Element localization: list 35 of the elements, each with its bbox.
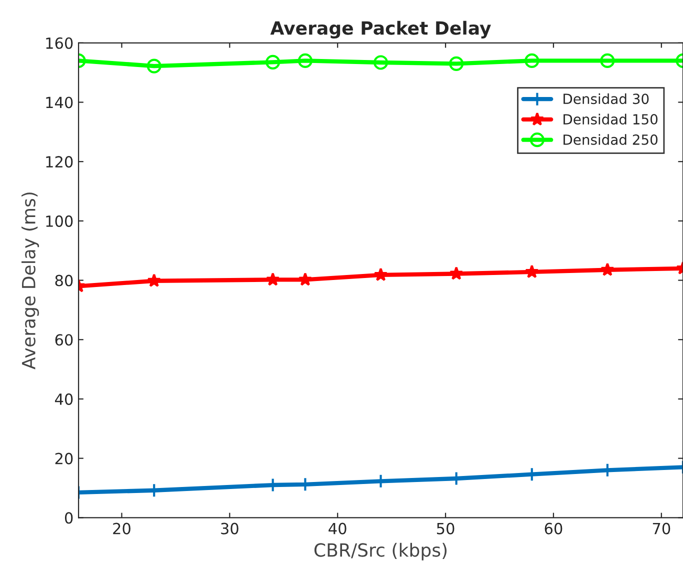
point	[524, 53, 540, 68]
y-tick-label: 160	[46, 37, 73, 49]
point	[298, 53, 313, 68]
x-tick-label: 30	[221, 522, 238, 534]
chart-title: Average Packet Delay	[270, 20, 491, 38]
point	[600, 53, 615, 68]
point	[266, 272, 280, 286]
point	[146, 58, 162, 74]
x-tick-label: 50	[436, 522, 454, 534]
x-tick-label: 20	[113, 522, 130, 534]
y-tick-label: 0	[64, 512, 73, 524]
y-tick-label: 100	[46, 215, 73, 227]
y-tick-label: 120	[46, 156, 73, 168]
point	[524, 264, 539, 278]
point	[373, 55, 388, 70]
legend-label: Densidad 30	[564, 93, 649, 104]
legend-label: Densidad 250	[564, 134, 658, 145]
y-tick-label: 80	[55, 274, 73, 286]
x-axis-title: CBR/Src (kbps)	[314, 542, 447, 560]
x-tick-label: 70	[652, 522, 670, 534]
y-tick-label: 140	[46, 96, 73, 108]
point	[449, 56, 464, 71]
y-tick-label: 60	[55, 334, 73, 346]
y-tick-label: 20	[55, 452, 73, 464]
x-tick-label: 40	[328, 522, 346, 534]
point	[449, 266, 464, 280]
point	[298, 272, 312, 286]
point	[147, 274, 162, 287]
point	[600, 262, 614, 276]
legend-label: Densidad 150	[564, 114, 658, 125]
point	[266, 54, 280, 70]
x-tick-label: 60	[544, 522, 562, 534]
point	[374, 268, 388, 282]
y-axis-title: Average Delay (ms)	[21, 192, 39, 370]
y-tick-label: 40	[54, 393, 73, 405]
